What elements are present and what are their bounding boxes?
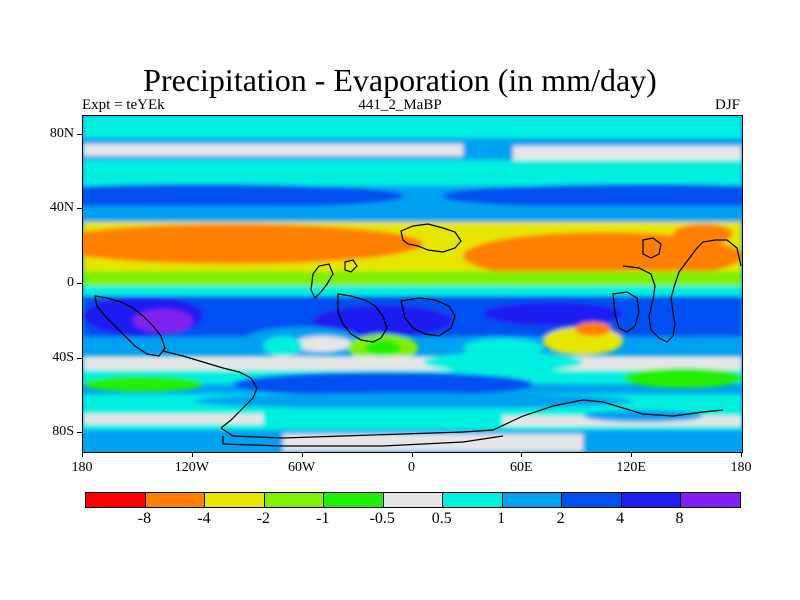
outline-south-land xyxy=(220,399,724,439)
lon-tick-mark xyxy=(191,452,193,457)
colorbar-label: -0.5 xyxy=(369,510,395,527)
lon-tick-label: 60W xyxy=(288,460,316,475)
lat-tick-label: 0 xyxy=(67,275,74,290)
precip-evap-map xyxy=(83,116,742,452)
lon-tick-mark xyxy=(631,452,633,457)
lon-tick-mark xyxy=(741,452,742,457)
colorbar-box xyxy=(324,493,384,507)
colorbar-box xyxy=(383,493,444,507)
experiment-label: Expt = teYEk xyxy=(82,97,165,113)
colorbar-box xyxy=(443,493,503,507)
colorbar-label: 0.5 xyxy=(431,510,452,527)
lon-tick-mark xyxy=(82,452,83,457)
colorbar xyxy=(85,492,741,508)
lat-tick-label: 40N xyxy=(49,200,74,216)
outline-west-land xyxy=(310,263,334,300)
lon-tick-mark xyxy=(521,452,523,457)
map-plot-area xyxy=(82,115,743,453)
colorbar-label: 8 xyxy=(675,510,684,527)
colorbar-label: -4 xyxy=(197,510,211,527)
colorbar-box xyxy=(562,493,622,507)
lat-tick-label: 80S xyxy=(52,424,74,440)
lon-tick-label: 120W xyxy=(174,460,209,475)
lat-tick-mark xyxy=(77,133,82,135)
colorbar-label: -1 xyxy=(316,510,330,527)
colorbar-label: -8 xyxy=(137,510,152,527)
colorbar-label: 1 xyxy=(497,510,506,527)
lon-tick-label: 60E xyxy=(510,460,533,475)
lat-tick-mark xyxy=(77,432,82,434)
field-band-arctic xyxy=(83,116,742,138)
colorbar-box xyxy=(264,493,325,507)
lat-tick-mark xyxy=(77,208,82,210)
field-band-subtropics-south xyxy=(233,372,533,396)
colorbar-box xyxy=(205,493,265,507)
period-label: 441_2_MaBP xyxy=(358,97,442,113)
lon-tick-mark xyxy=(301,452,303,457)
continent-outlines xyxy=(94,223,742,447)
colorbar-label: 2 xyxy=(556,510,565,527)
lat-tick-label: 40S xyxy=(52,349,74,365)
season-label: DJF xyxy=(714,97,740,113)
colorbar-label: 4 xyxy=(616,510,625,527)
colorbar-label: -2 xyxy=(256,510,271,527)
outline-central-land xyxy=(337,293,388,343)
lat-tick-label: 80N xyxy=(49,125,74,141)
colorbar-box xyxy=(621,493,682,507)
lat-tick-mark xyxy=(77,357,82,359)
outline-east-land xyxy=(622,239,742,343)
plot-title: Precipitation - Evaporation (in mm/day) xyxy=(143,62,657,98)
lat-tick-mark xyxy=(77,283,82,284)
colorbar-box xyxy=(681,493,741,507)
lon-tick-label: 180 xyxy=(730,460,752,475)
lon-tick-label: 120E xyxy=(616,460,646,475)
lon-tick-label: 180 xyxy=(71,460,93,475)
colorbar-box xyxy=(86,493,146,507)
colorbar-box xyxy=(502,493,563,507)
outline-north-block xyxy=(400,223,462,253)
lon-tick-mark xyxy=(411,452,413,457)
colorbar-box xyxy=(145,493,206,507)
lon-tick-label: 0 xyxy=(408,460,415,475)
